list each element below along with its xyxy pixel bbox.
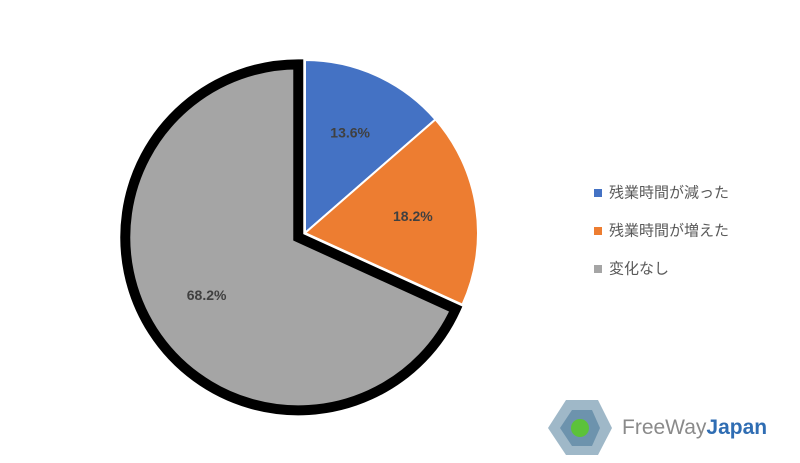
logo-dot	[571, 419, 589, 437]
logo: FreeWayJapan	[548, 400, 767, 455]
legend-label: 残業時間が減った	[609, 184, 729, 202]
pie-slice	[303, 117, 479, 307]
logo-text: FreeWayJapan	[622, 416, 767, 439]
pie-slice	[304, 58, 437, 236]
data-label: 68.2%	[187, 287, 227, 303]
legend-swatch	[594, 227, 602, 235]
logo-part: Japan	[706, 416, 767, 439]
legend-label: 変化なし	[609, 260, 669, 278]
legend-swatch	[594, 265, 602, 273]
legend-label: 残業時間が増えた	[609, 222, 729, 240]
data-label: 13.6%	[330, 125, 370, 141]
data-label: 18.2%	[393, 208, 433, 224]
logo-part: FreeWay	[622, 416, 707, 439]
legend-swatch	[594, 189, 602, 197]
pie-slice	[120, 59, 463, 416]
